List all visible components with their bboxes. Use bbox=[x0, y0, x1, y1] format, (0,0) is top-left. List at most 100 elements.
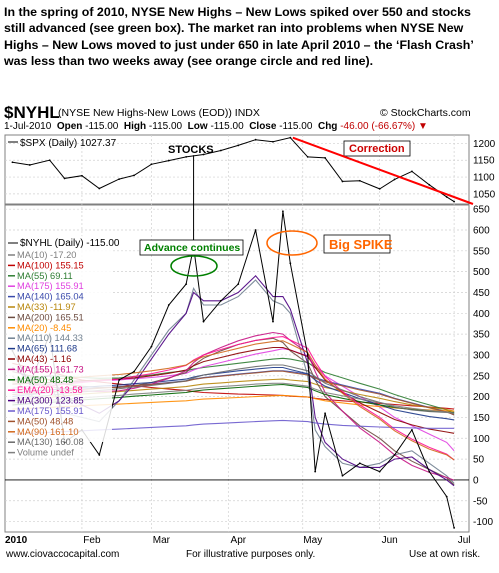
chart-symbol-description: (NYSE New Highs-New Lows (EOD)) INDX bbox=[58, 107, 260, 119]
nyhl-y-tick-7: 300 bbox=[473, 350, 490, 361]
x-tick-0: 2010 bbox=[5, 535, 28, 546]
indicator-legend-5: MA(33) -11.97 bbox=[17, 302, 76, 312]
spx-point-26 bbox=[453, 200, 456, 203]
nyhl-y-tick-4: 450 bbox=[473, 288, 490, 299]
high-label: High bbox=[123, 121, 147, 132]
indicator-legend-9: MA(65) 111.68 bbox=[17, 344, 77, 354]
close-label: Close bbox=[249, 121, 277, 132]
nyhl-series-line bbox=[11, 211, 455, 528]
nyhl-point-17 bbox=[282, 210, 284, 213]
quote-line: 1-Jul-2010 Open -115.00 High -115.00 Low… bbox=[4, 121, 428, 132]
spx-point-11 bbox=[202, 153, 205, 156]
indicator-legend-8: MA(110) 144.33 bbox=[17, 333, 83, 343]
x-tick-6: Jul bbox=[458, 535, 471, 546]
intro-paragraph: In the spring of 2010, NYSE New Highs – … bbox=[4, 5, 474, 69]
nyhl-point-5 bbox=[98, 454, 101, 456]
indicator-legend-19: Volume undef bbox=[17, 448, 74, 458]
spx-point-14 bbox=[254, 138, 257, 141]
nyhl-point-7 bbox=[133, 370, 135, 373]
nyhl-point-22 bbox=[341, 474, 344, 477]
stockcharts-logo: © StockCharts.com bbox=[380, 107, 471, 119]
annotation-stocks: STOCKS bbox=[168, 144, 214, 156]
x-tick-5: Jun bbox=[382, 535, 398, 546]
nyhl-point-21 bbox=[324, 412, 326, 415]
nyhl-point-15 bbox=[254, 229, 257, 231]
spx-point-12 bbox=[219, 149, 222, 152]
nyhl-y-tick-8: 250 bbox=[473, 371, 490, 382]
spx-point-3 bbox=[63, 177, 66, 180]
low-value: -115.00 bbox=[210, 121, 244, 132]
correction-trend-line bbox=[292, 136, 474, 205]
annotation-big-spike: Big SPIKE bbox=[329, 237, 393, 252]
indicator-legend-6: MA(200) 165.51 bbox=[17, 312, 84, 322]
advance-box bbox=[139, 239, 244, 256]
spx-point-9 bbox=[167, 159, 170, 162]
indicator-legend-4: MA(140) 165.04 bbox=[17, 292, 84, 302]
high-value: -115.00 bbox=[148, 121, 183, 132]
indicator-legend-16: MA(50) 48.48 bbox=[17, 416, 73, 426]
indicator-legend-17: MA(90) 161.10 bbox=[17, 427, 79, 437]
nyhl-point-6 bbox=[118, 379, 121, 381]
open-label: Open bbox=[56, 121, 83, 132]
indicator-legend-bg bbox=[8, 236, 112, 442]
nyhl-point-19 bbox=[306, 354, 309, 356]
nyhl-y-tick-13: 0 bbox=[473, 475, 479, 486]
spx-point-19 bbox=[341, 180, 344, 183]
nyhl-point-24 bbox=[378, 470, 381, 473]
spx-point-0 bbox=[11, 161, 14, 164]
nyhl-y-tick-3: 500 bbox=[473, 267, 490, 278]
indicator-legend-15: MA(175) 155.91 bbox=[17, 406, 84, 416]
spx-point-6 bbox=[118, 178, 121, 180]
open-value: -115.00 bbox=[85, 121, 119, 132]
x-tick-2: Mar bbox=[153, 535, 171, 546]
spx-y-tick-0: 1050 bbox=[473, 189, 496, 200]
nyhl-y-tick-10: 150 bbox=[473, 413, 490, 424]
correction-box bbox=[343, 140, 411, 157]
spx-point-15 bbox=[272, 140, 274, 143]
indicator-legend-7: MA(20) -8.45 bbox=[17, 323, 71, 333]
indicator-legend-10: MA(43) -1.16 bbox=[17, 354, 71, 364]
x-tick-3: Apr bbox=[231, 535, 247, 546]
orange-circle bbox=[266, 230, 318, 256]
spx-y-tick-3: 1200 bbox=[473, 139, 496, 150]
footer-disclaimer: For illustrative purposes only. bbox=[186, 549, 316, 560]
spx-y-tick-2: 1150 bbox=[473, 156, 495, 167]
nyhl-point-23 bbox=[358, 462, 361, 465]
footer-risk: Use at own risk. bbox=[409, 549, 481, 560]
spx-point-23 bbox=[411, 170, 413, 173]
spx-point-1 bbox=[28, 164, 31, 166]
close-value: -115.00 bbox=[279, 121, 313, 132]
spx-point-13 bbox=[237, 144, 240, 147]
annotation-advance-continues: Advance continues bbox=[144, 242, 240, 254]
chg-value: -46.00 (-66.67%) bbox=[340, 121, 416, 132]
indicator-legend-13: EMA(20) -13.58 bbox=[17, 385, 83, 395]
nyhl-point-16 bbox=[272, 320, 274, 323]
nyhl-point-29 bbox=[453, 526, 456, 529]
nyhl-y-tick-11: 100 bbox=[473, 434, 490, 445]
spx-point-7 bbox=[133, 174, 135, 177]
spx-point-5 bbox=[98, 187, 101, 190]
indicator-legend-0: MA(10) -17.20 bbox=[17, 250, 76, 260]
nyhl-point-27 bbox=[428, 470, 431, 473]
nyhl-pane-frame bbox=[4, 204, 470, 533]
x-tick-1: Feb bbox=[83, 535, 101, 546]
spx-point-21 bbox=[378, 187, 381, 190]
nyhl-point-20 bbox=[314, 470, 317, 473]
low-label: Low bbox=[187, 121, 208, 132]
nyhl-y-tick-12: 50 bbox=[473, 455, 485, 466]
spx-point-16 bbox=[289, 136, 292, 139]
spx-y-tick-1: 1100 bbox=[473, 173, 495, 184]
nyhl-y-tick-5: 400 bbox=[473, 309, 490, 320]
indicator-legend-14: MA(300) 123.85 bbox=[17, 396, 84, 406]
annotation-correction: Correction bbox=[349, 143, 405, 155]
nyhl-point-13 bbox=[219, 299, 222, 302]
nyhl-legend-label: $NYHL (Daily) -115.00 bbox=[20, 238, 120, 249]
spx-point-10 bbox=[185, 155, 188, 158]
big-spike-box bbox=[323, 234, 391, 254]
green-circle bbox=[170, 255, 218, 277]
spx-point-24 bbox=[428, 183, 431, 186]
nyhl-y-tick-0: 650 bbox=[473, 205, 490, 216]
spx-point-25 bbox=[445, 196, 448, 198]
indicator-legend-12: MA(50) 48.48 bbox=[17, 375, 73, 385]
